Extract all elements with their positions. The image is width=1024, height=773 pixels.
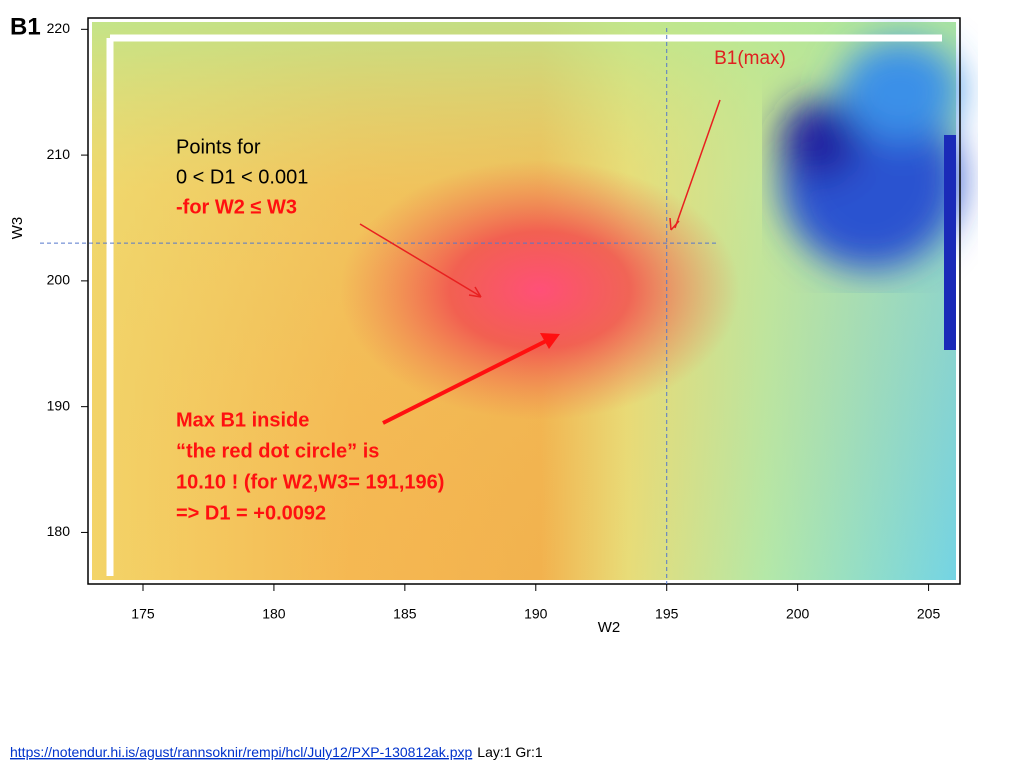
annotation-text: “the red dot circle” is bbox=[176, 440, 379, 462]
x-tick-label: 200 bbox=[786, 606, 810, 622]
heatmap bbox=[92, 22, 960, 580]
footer-note: Lay:1 Gr:1 bbox=[477, 744, 543, 760]
x-axis-label: W2 bbox=[598, 619, 621, 636]
x-tick-label: 175 bbox=[131, 606, 155, 622]
slide-title: B1 bbox=[10, 13, 41, 40]
y-tick-label: 180 bbox=[47, 523, 71, 539]
annotation-text: 10.10 ! (for W2,W3= 191,196) bbox=[176, 471, 444, 493]
annotation-condition: -for W2 ≤ W3 bbox=[176, 196, 297, 218]
arrowhead bbox=[540, 333, 560, 349]
y-tick-label: 220 bbox=[47, 20, 71, 36]
x-tick-label: 190 bbox=[524, 606, 548, 622]
annotation-text: Max B1 inside bbox=[176, 409, 309, 431]
footer-link[interactable]: https://notendur.hi.is/agust/rannsoknir/… bbox=[10, 744, 472, 760]
x-tick-label: 180 bbox=[262, 606, 286, 622]
arrowhead bbox=[669, 217, 680, 231]
annotation-text: 0 < D1 < 0.001 bbox=[176, 166, 308, 188]
annotations: B1(max) Points for 0 < D1 < 0.001 -for W… bbox=[176, 48, 786, 524]
x-tick-label: 205 bbox=[917, 606, 941, 622]
arrow bbox=[382, 336, 553, 425]
x-tick-label: 195 bbox=[655, 606, 679, 622]
x-tick-label: 185 bbox=[393, 606, 417, 622]
arrow bbox=[359, 223, 481, 297]
y-tick-label: 210 bbox=[47, 146, 71, 162]
y-tick-label: 190 bbox=[47, 397, 71, 413]
arrowhead bbox=[468, 286, 482, 298]
plot-frame bbox=[87, 17, 961, 585]
annotation-text: => D1 = +0.0092 bbox=[176, 502, 326, 524]
arrow bbox=[674, 99, 721, 229]
y-axis-label: W3 bbox=[9, 217, 26, 240]
max-label: B1(max) bbox=[714, 48, 786, 69]
footer: https://notendur.hi.is/agust/rannsoknir/… bbox=[10, 744, 543, 760]
y-tick-label: 200 bbox=[47, 272, 71, 288]
annotation-text: Points for bbox=[176, 136, 261, 158]
axes: 175 180 185 190 195 200 205 180 190 200 210 220 bbox=[40, 20, 940, 622]
